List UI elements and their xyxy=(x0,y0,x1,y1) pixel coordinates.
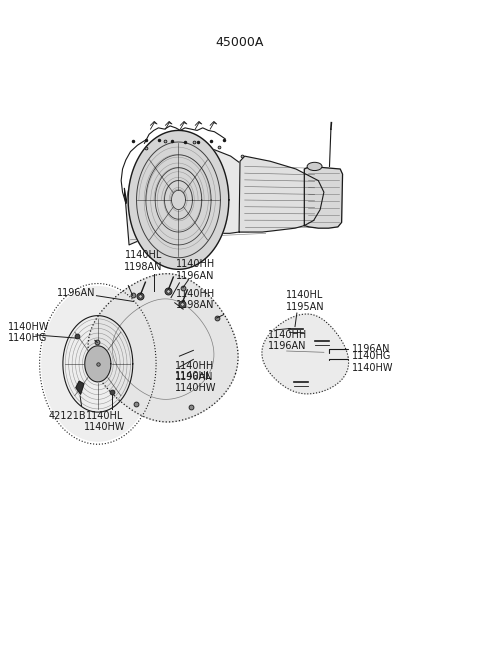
Polygon shape xyxy=(239,156,324,232)
Text: 1140HH
1196AN: 1140HH 1196AN xyxy=(175,361,214,382)
Text: 1140HL
1140HW: 1140HL 1140HW xyxy=(84,411,126,432)
Text: 45000A: 45000A xyxy=(216,36,264,49)
Text: 1140HL
1140HW: 1140HL 1140HW xyxy=(175,371,216,392)
Polygon shape xyxy=(88,274,238,422)
Text: 1196AN: 1196AN xyxy=(57,288,96,298)
Polygon shape xyxy=(42,286,154,441)
Polygon shape xyxy=(76,381,84,394)
Ellipse shape xyxy=(307,162,322,171)
Text: 1196AN: 1196AN xyxy=(352,344,390,354)
Polygon shape xyxy=(128,131,229,269)
Text: 1140HL
1195AN: 1140HL 1195AN xyxy=(286,290,324,312)
Polygon shape xyxy=(304,166,343,228)
Polygon shape xyxy=(262,314,348,394)
Text: 1140HH
1196AN: 1140HH 1196AN xyxy=(176,260,215,281)
Polygon shape xyxy=(85,346,111,382)
Text: 1140HG
1140HW: 1140HG 1140HW xyxy=(352,351,394,373)
Polygon shape xyxy=(124,143,272,245)
Text: 1140HH
1196AN: 1140HH 1196AN xyxy=(268,330,307,351)
Text: 1140HH
1198AN: 1140HH 1198AN xyxy=(176,289,215,310)
Text: 1140HW
1140HG: 1140HW 1140HG xyxy=(8,321,49,343)
Text: 1140HL
1198AN: 1140HL 1198AN xyxy=(124,250,163,272)
Text: 42121B: 42121B xyxy=(49,411,86,421)
